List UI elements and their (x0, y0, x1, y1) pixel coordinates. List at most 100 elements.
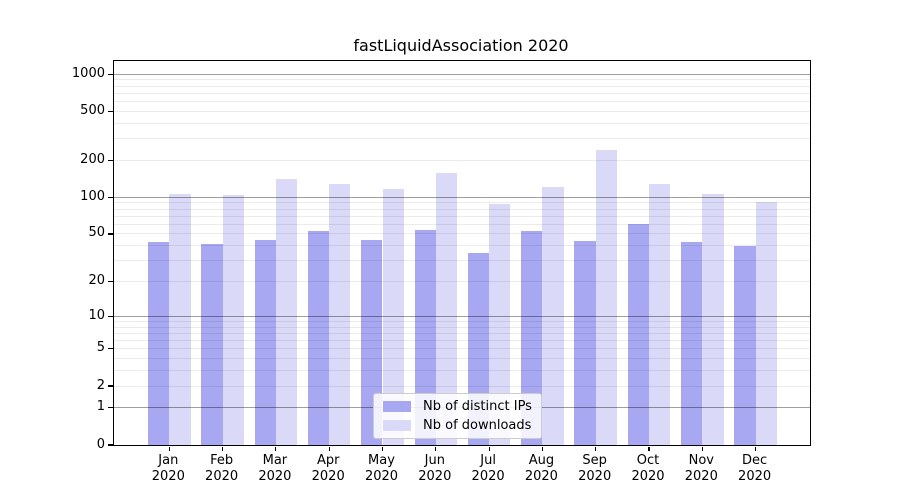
x-tick-month: Jan (158, 453, 179, 468)
x-tick-year: 2020 (151, 468, 185, 484)
x-tick-label-feb: Feb 2020 (187, 453, 257, 484)
bar-ips-apr (307, 230, 330, 445)
y-tick-label: 100 (80, 188, 105, 204)
bar-ips-aug (521, 230, 543, 445)
bar-downloads-oct (649, 184, 671, 445)
x-tick-month: May (368, 453, 395, 468)
x-tick-mark (275, 446, 277, 451)
x-tick-month: Dec (742, 453, 768, 468)
y-tick-label: 10 (88, 307, 105, 323)
x-tick-year: 2020 (258, 468, 292, 484)
legend-swatch-ips (383, 401, 411, 412)
legend-label-downloads: Nb of downloads (423, 418, 532, 433)
legend-item-downloads: Nb of downloads (383, 418, 532, 433)
x-tick-label-apr: Apr 2020 (293, 453, 363, 484)
x-tick-label-nov: Nov 2020 (666, 453, 736, 484)
y-tick-label: 200 (80, 151, 105, 167)
legend-label-ips: Nb of distinct IPs (423, 399, 532, 414)
y-tick-label: 50 (88, 225, 105, 241)
y-tick-label: 1000 (71, 65, 105, 81)
x-tick-year: 2020 (631, 468, 665, 484)
bar-downloads-jun (435, 172, 458, 445)
bar-downloads-mar (275, 178, 298, 445)
x-tick-year: 2020 (471, 468, 505, 484)
x-tick-label-jan: Jan 2020 (133, 453, 203, 484)
x-tick-year: 2020 (205, 468, 239, 484)
chart-title: fastLiquidAssociation 2020 (353, 36, 569, 55)
x-tick-mark (541, 446, 543, 451)
x-tick-mark (168, 446, 170, 451)
y-tick-mark (107, 315, 113, 317)
bar-ips-jun (414, 229, 436, 445)
bar-downloads-feb (222, 195, 244, 445)
x-tick-month: Jun (424, 453, 445, 468)
bars-layer (114, 61, 810, 445)
x-tick-mark (328, 446, 330, 451)
y-tick-mark (107, 233, 113, 235)
legend-swatch-downloads (383, 420, 411, 431)
bar-downloads-jan (169, 193, 191, 445)
x-tick-year: 2020 (364, 468, 399, 484)
x-tick-label-jul: Jul 2020 (453, 453, 523, 484)
x-tick-month: Nov (688, 453, 714, 468)
bar-ips-sep (574, 240, 596, 445)
bar-ips-nov (681, 241, 703, 445)
x-tick-month: Jul (480, 453, 496, 468)
bar-downloads-jul (489, 204, 511, 445)
x-tick-mark (595, 446, 597, 451)
x-tick-month: Oct (636, 453, 660, 468)
x-tick-mark (755, 446, 757, 451)
bar-downloads-dec (755, 201, 777, 445)
x-tick-month: Sep (582, 453, 607, 468)
y-tick-mark (107, 444, 113, 446)
y-tick-mark (107, 159, 113, 161)
x-tick-mark (222, 446, 224, 451)
y-tick-label: 2 (96, 377, 105, 393)
bar-ips-dec (734, 245, 756, 445)
x-tick-month: Aug (528, 453, 555, 468)
legend: Nb of distinct IPs Nb of downloads (373, 393, 542, 439)
y-tick-label: 500 (80, 102, 105, 118)
x-tick-label-aug: Aug 2020 (506, 453, 576, 484)
x-tick-month: Apr (316, 453, 340, 468)
x-tick-label-may: May 2020 (347, 453, 417, 484)
x-tick-label-mar: Mar 2020 (240, 453, 310, 484)
x-tick-mark (488, 446, 490, 451)
bar-ips-mar (254, 239, 276, 445)
x-tick-year: 2020 (578, 468, 612, 484)
y-tick-label: 0 (96, 436, 105, 452)
x-tick-month: Mar (262, 453, 288, 468)
x-tick-year: 2020 (738, 468, 772, 484)
x-tick-year: 2020 (684, 468, 718, 484)
x-tick-mark (435, 446, 437, 451)
x-tick-label-jun: Jun 2020 (400, 453, 470, 484)
y-tick-mark (107, 385, 113, 387)
bar-ips-feb (201, 244, 223, 445)
x-tick-mark (648, 446, 650, 451)
legend-item-ips: Nb of distinct IPs (383, 399, 532, 414)
bar-ips-oct (627, 224, 649, 445)
bar-downloads-aug (542, 186, 564, 445)
x-tick-label-sep: Sep 2020 (560, 453, 630, 484)
y-tick-mark (107, 281, 113, 283)
y-tick-mark (107, 110, 113, 112)
x-tick-mark (701, 446, 703, 451)
y-tick-label: 5 (96, 340, 105, 356)
plot-area: Nb of distinct IPs Nb of downloads (107, 60, 811, 451)
bar-downloads-may (382, 188, 404, 445)
x-tick-year: 2020 (524, 468, 558, 484)
y-tick-mark (107, 348, 113, 350)
y-tick-label: 20 (88, 273, 105, 289)
y-tick-mark (107, 407, 113, 409)
bar-ips-jan (148, 241, 170, 445)
y-tick-mark (107, 196, 113, 198)
bar-downloads-apr (329, 184, 351, 445)
x-tick-month: Feb (210, 453, 234, 468)
x-tick-label-dec: Dec 2020 (720, 453, 790, 484)
bar-downloads-sep (595, 149, 617, 445)
x-tick-label-oct: Oct 2020 (613, 453, 683, 484)
bar-downloads-nov (702, 193, 724, 445)
y-tick-mark (107, 73, 113, 75)
x-tick-mark (381, 446, 384, 451)
